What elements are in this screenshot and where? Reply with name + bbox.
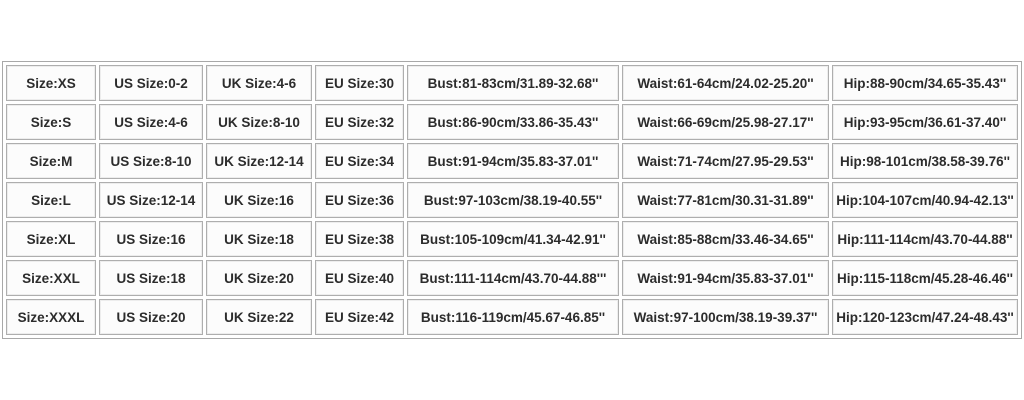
- table-cell: Hip:104-107cm/40.94-42.13'': [832, 182, 1018, 218]
- table-cell: US Size:12-14: [99, 182, 203, 218]
- table-cell: Waist:91-94cm/35.83-37.01'': [622, 260, 829, 296]
- table-cell: UK Size:4-6: [206, 65, 312, 101]
- table-cell: EU Size:42: [315, 299, 404, 335]
- table-cell: US Size:20: [99, 299, 203, 335]
- table-cell: UK Size:20: [206, 260, 312, 296]
- table-cell: UK Size:16: [206, 182, 312, 218]
- table-cell: Size:L: [6, 182, 96, 218]
- table-cell: US Size:18: [99, 260, 203, 296]
- table-cell: Bust:81-83cm/31.89-32.68'': [407, 65, 619, 101]
- table-cell: Bust:86-90cm/33.86-35.43'': [407, 104, 619, 140]
- table-cell: US Size:16: [99, 221, 203, 257]
- table-cell: Size:M: [6, 143, 96, 179]
- size-chart-table: Size:XS US Size:0-2 UK Size:4-6 EU Size:30 B…: [2, 61, 1022, 339]
- table-cell: Hip:115-118cm/45.28-46.46'': [832, 260, 1018, 296]
- table-cell: Bust:91-94cm/35.83-37.01'': [407, 143, 619, 179]
- table-row: Size:XL US Size:16 UK Size:18 EU Size:38 Bus…: [6, 221, 1018, 257]
- table-cell: Size:XXXL: [6, 299, 96, 335]
- table-cell: EU Size:32: [315, 104, 404, 140]
- table-cell: Size:XXL: [6, 260, 96, 296]
- table-cell: UK Size:22: [206, 299, 312, 335]
- table-cell: US Size:0-2: [99, 65, 203, 101]
- table-cell: Size:XL: [6, 221, 96, 257]
- table-cell: UK Size:12-14: [206, 143, 312, 179]
- table-cell: Hip:93-95cm/36.61-37.40'': [832, 104, 1018, 140]
- table-cell: Hip:88-90cm/34.65-35.43'': [832, 65, 1018, 101]
- table-cell: EU Size:30: [315, 65, 404, 101]
- table-cell: Waist:71-74cm/27.95-29.53'': [622, 143, 829, 179]
- table-cell: US Size:8-10: [99, 143, 203, 179]
- table-row: Size:XXXL US Size:20 UK Size:22 EU Size:42 B…: [6, 299, 1018, 335]
- table-cell: UK Size:8-10: [206, 104, 312, 140]
- table-row: Size:M US Size:8-10 UK Size:12-14 EU Size:3…: [6, 143, 1018, 179]
- table-row: Size:L US Size:12-14 UK Size:16 EU Size:36 B…: [6, 182, 1018, 218]
- table-cell: Bust:111-114cm/43.70-44.88''': [407, 260, 619, 296]
- table-cell: Hip:98-101cm/38.58-39.76'': [832, 143, 1018, 179]
- table-cell: EU Size:36: [315, 182, 404, 218]
- table-cell: Waist:97-100cm/38.19-39.37'': [622, 299, 829, 335]
- table-cell: Waist:85-88cm/33.46-34.65'': [622, 221, 829, 257]
- table-cell: Waist:77-81cm/30.31-31.89'': [622, 182, 829, 218]
- table-cell: Waist:66-69cm/25.98-27.17'': [622, 104, 829, 140]
- table-cell: US Size:4-6: [99, 104, 203, 140]
- table-cell: UK Size:18: [206, 221, 312, 257]
- table-cell: Bust:105-109cm/41.34-42.91'': [407, 221, 619, 257]
- table-cell: EU Size:40: [315, 260, 404, 296]
- table-cell: Size:XS: [6, 65, 96, 101]
- table-cell: Size:S: [6, 104, 96, 140]
- table-cell: Hip:111-114cm/43.70-44.88'': [832, 221, 1018, 257]
- table-cell: Bust:97-103cm/38.19-40.55'': [407, 182, 619, 218]
- table-row: Size:S US Size:4-6 UK Size:8-10 EU Size:32 B…: [6, 104, 1018, 140]
- table-cell: Bust:116-119cm/45.67-46.85'': [407, 299, 619, 335]
- table-cell: EU Size:38: [315, 221, 404, 257]
- table-cell: Waist:61-64cm/24.02-25.20'': [622, 65, 829, 101]
- table-row: Size:XXL US Size:18 UK Size:20 EU Size:40 Bu…: [6, 260, 1018, 296]
- size-chart-body: Size:XS US Size:0-2 UK Size:4-6 EU Size:30 B…: [6, 65, 1018, 335]
- table-row: Size:XS US Size:0-2 UK Size:4-6 EU Size:30 B…: [6, 65, 1018, 101]
- table-cell: Hip:120-123cm/47.24-48.43'': [832, 299, 1018, 335]
- table-cell: EU Size:34: [315, 143, 404, 179]
